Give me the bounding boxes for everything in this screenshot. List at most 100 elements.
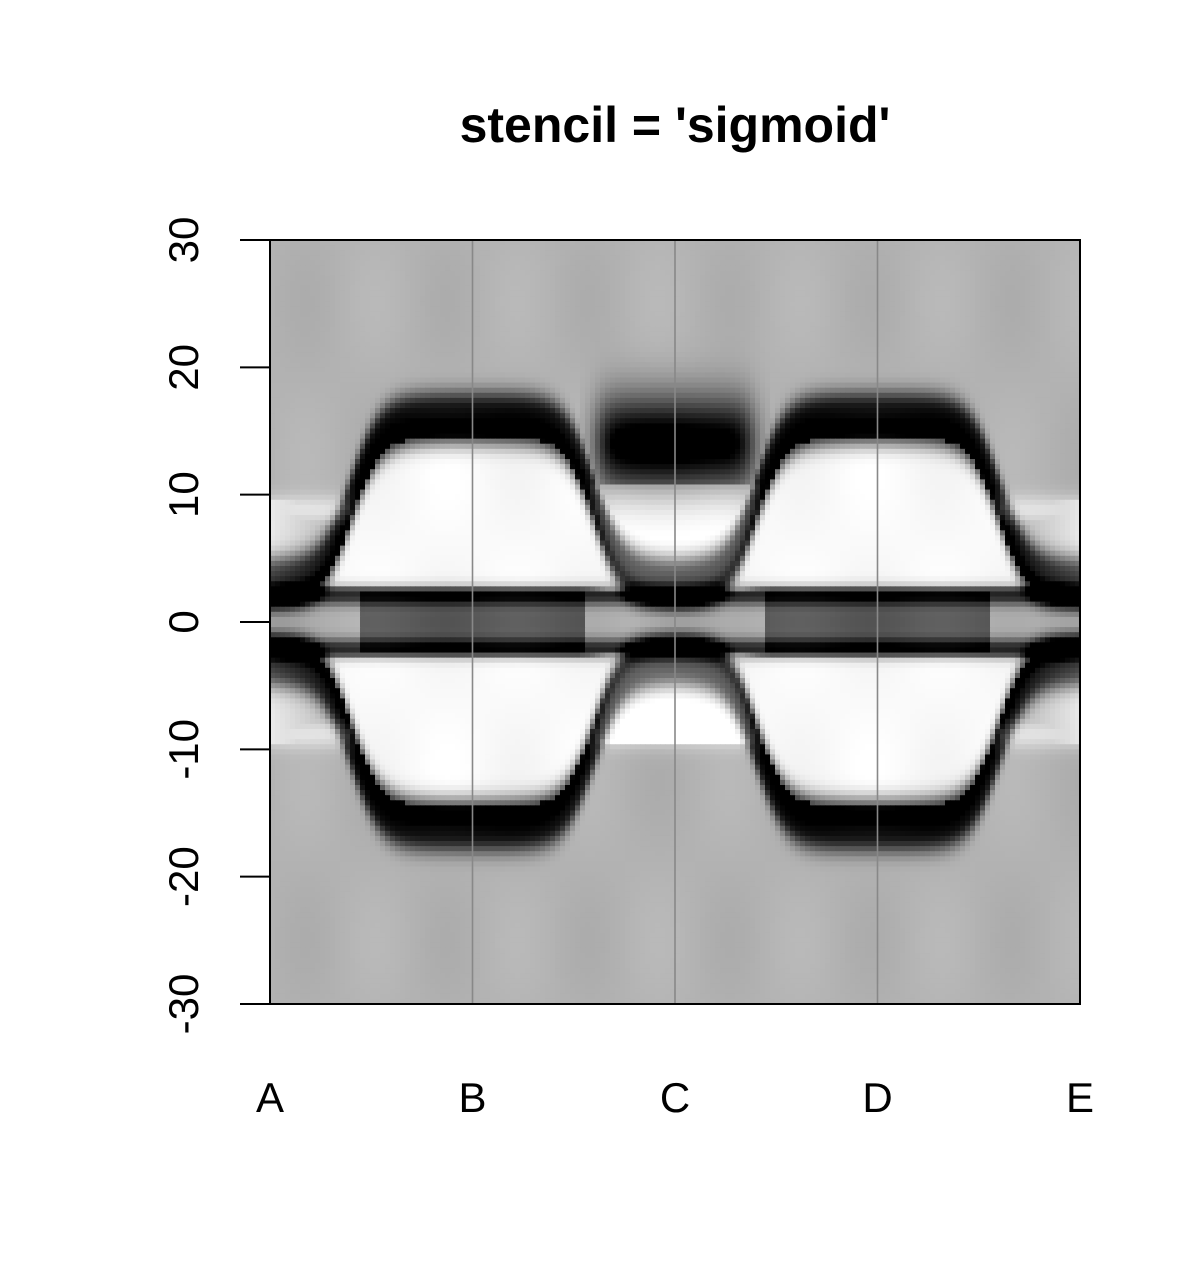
heat-cell (980, 270, 986, 277)
heat-cell (665, 352, 671, 358)
heat-cell (1000, 250, 1006, 256)
heat-cell (685, 321, 691, 328)
heat-cell (360, 372, 366, 379)
heat-cell (635, 367, 641, 374)
heat-cell (830, 311, 836, 317)
heat-cell (575, 280, 581, 287)
heat-cell (545, 392, 551, 399)
heat-cell (320, 280, 326, 287)
heat-cell (865, 311, 871, 317)
heat-cell (630, 352, 636, 358)
heat-cell (505, 331, 511, 338)
heat-cell (475, 296, 481, 302)
heat-cell (850, 362, 856, 368)
heat-cell (615, 240, 621, 246)
heat-cell (355, 255, 361, 261)
heat-cell (985, 265, 991, 272)
heat-cell (580, 321, 586, 328)
heat-cell (840, 357, 846, 363)
heat-cell (430, 296, 436, 302)
heat-cell (675, 392, 681, 399)
heat-cell (680, 311, 686, 317)
heat-cell (405, 367, 411, 374)
heat-cell (430, 336, 436, 343)
heat-cell (820, 326, 826, 333)
heat-cell (950, 265, 956, 272)
heat-cell (450, 240, 456, 246)
heat-cell (905, 367, 911, 374)
heat-cell (1000, 311, 1006, 317)
heat-cell (1050, 346, 1056, 353)
heat-cell (710, 296, 716, 302)
heat-cell (625, 367, 631, 374)
heat-cell (760, 352, 766, 358)
heat-cell (1010, 290, 1016, 297)
heat-cell (485, 240, 491, 246)
heat-cell (960, 352, 966, 358)
heat-cell (710, 306, 716, 312)
heat-cell (270, 341, 276, 348)
heat-cell (560, 341, 566, 348)
heat-cell (800, 275, 806, 282)
heat-cell (625, 382, 631, 389)
heat-cell (510, 341, 516, 348)
heat-cell (1030, 321, 1036, 328)
heat-cell (580, 306, 586, 312)
heat-cell (735, 382, 741, 389)
heat-cell (710, 357, 716, 363)
heat-cell (880, 321, 886, 328)
heat-cell (750, 387, 756, 394)
heat-cell (400, 296, 406, 302)
heat-cell (730, 321, 736, 328)
heat-cell (520, 362, 526, 368)
heat-cell (295, 301, 301, 307)
heat-cell (285, 280, 291, 287)
heat-cell (325, 311, 331, 317)
heat-cell (820, 296, 826, 302)
heat-cell (520, 377, 526, 384)
heat-cell (325, 367, 331, 374)
heat-cell (830, 392, 836, 399)
heat-cell (590, 377, 596, 384)
heat-cell (605, 311, 611, 317)
heat-cell (700, 301, 706, 307)
heat-cell (610, 336, 616, 343)
heat-cell (600, 280, 606, 287)
heat-cell (650, 321, 656, 328)
heat-cell (425, 341, 431, 348)
heat-cell (340, 260, 346, 267)
heat-cell (335, 346, 341, 353)
heat-cell (1010, 245, 1016, 251)
heat-cell (775, 357, 781, 363)
heat-cell (635, 352, 641, 358)
heat-cell (990, 382, 996, 389)
heat-cell (1025, 362, 1031, 368)
heat-cell (750, 250, 756, 256)
heat-cell (620, 387, 626, 394)
heat-cell (270, 372, 276, 379)
heat-cell (780, 275, 786, 282)
heat-cell (695, 265, 701, 272)
heat-cell (540, 331, 546, 338)
heat-cell (310, 392, 316, 399)
heat-cell (310, 301, 316, 307)
heat-cell (385, 240, 391, 246)
heat-cell (590, 341, 596, 348)
heat-cell (685, 311, 691, 317)
heat-cell (1025, 260, 1031, 267)
heat-cell (570, 336, 576, 343)
heat-cell (860, 382, 866, 389)
heat-cell (1070, 331, 1076, 338)
heat-cell (365, 372, 371, 379)
heat-cell (1030, 377, 1036, 384)
heat-cell (820, 367, 826, 374)
heat-cell (890, 392, 896, 399)
heat-cell (655, 392, 661, 399)
heat-cell (990, 260, 996, 267)
heat-cell (400, 382, 406, 389)
heat-cell (465, 377, 471, 384)
heat-cell (500, 382, 506, 389)
heat-cell (430, 352, 436, 358)
heat-cell (435, 296, 441, 302)
heat-cell (465, 341, 471, 348)
